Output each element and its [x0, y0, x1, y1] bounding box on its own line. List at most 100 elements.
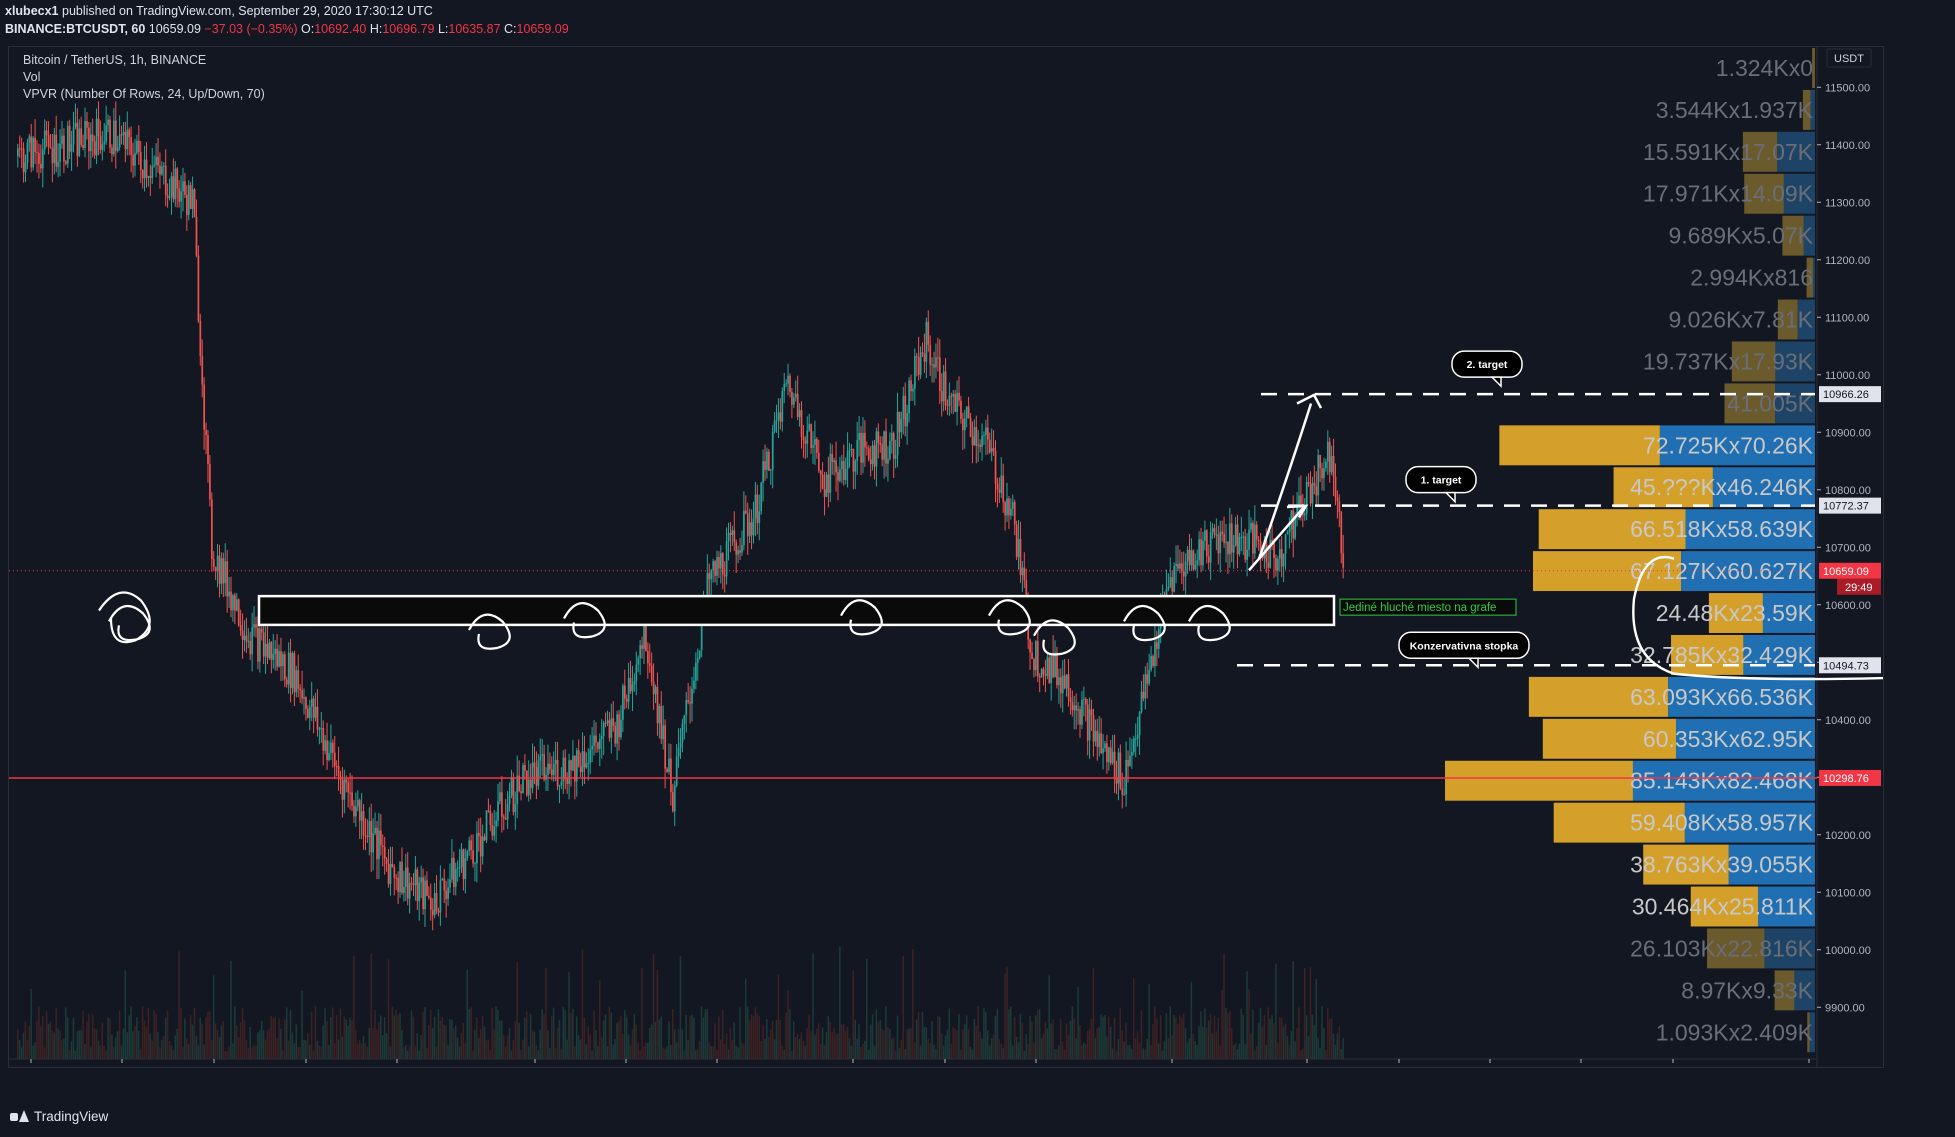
volume-bar: [487, 1039, 490, 1059]
volume-bar: [1267, 1007, 1269, 1059]
volume-bar: [514, 1021, 516, 1059]
volume-bar: [839, 946, 841, 1059]
candle-body: [860, 432, 862, 463]
volume-bar: [399, 1012, 401, 1059]
volume-bar: [24, 1021, 27, 1059]
footer: TradingView: [0, 1097, 1955, 1137]
volume-bar: [355, 1029, 357, 1059]
vp-row-label: 32.785Kx32.429K: [1630, 642, 1814, 668]
price-marker[interactable]: [1819, 497, 1881, 514]
candle-body: [539, 755, 542, 761]
volume-bar: [1296, 1028, 1298, 1059]
price-chart[interactable]: 1.324Kx03.544Kx1.937K15.591Kx17.07K17.97…: [9, 47, 1883, 1067]
tradingview-brand[interactable]: TradingView: [10, 1109, 108, 1124]
volume-bar: [1036, 1010, 1039, 1059]
candle-body: [1067, 674, 1070, 698]
candle-body: [869, 459, 872, 465]
volume-bar: [1060, 1019, 1062, 1059]
volume-bar: [499, 1020, 501, 1059]
candle-body: [1217, 534, 1220, 554]
candle-body: [821, 474, 824, 490]
volume-bar: [180, 1008, 182, 1059]
candle-body: [804, 440, 807, 444]
candle-body: [1323, 468, 1325, 479]
volume-bar: [358, 1040, 361, 1059]
volume-bar: [113, 1047, 115, 1059]
candle-body: [408, 882, 411, 899]
volume-bar: [729, 1027, 732, 1059]
candle-body: [987, 427, 989, 440]
legend-title[interactable]: Bitcoin / TetherUS, 1h, BINANCE: [23, 53, 207, 67]
candle-body: [981, 435, 983, 447]
candle-body: [844, 468, 847, 480]
candle-body: [983, 434, 985, 436]
volume-bar: [424, 1007, 426, 1059]
y-tick-label: 10200.00: [1825, 830, 1871, 842]
projection-arrows: [1248, 393, 1323, 572]
volume-bar: [512, 1039, 515, 1059]
legend-vpvr[interactable]: VPVR (Number Of Rows, 24, Up/Down, 70): [23, 87, 265, 101]
candle-body: [512, 776, 515, 813]
price-marker[interactable]: [1819, 386, 1881, 403]
volume-bar: [1217, 1017, 1220, 1059]
volume-bar: [575, 1016, 578, 1059]
candle-body: [207, 435, 209, 464]
volume-bar: [17, 1028, 19, 1059]
candle-body: [283, 654, 286, 680]
callout-stop[interactable]: Konzervativna stopka: [1398, 631, 1530, 670]
volume-bar: [973, 1018, 976, 1059]
volume-bar: [1092, 968, 1095, 1059]
candle-body: [1017, 539, 1020, 557]
time-axis[interactable]: [9, 1059, 1817, 1067]
candle-body: [174, 168, 177, 200]
volume-bar: [322, 1025, 324, 1059]
currency-box[interactable]: [1826, 48, 1872, 68]
candle-body: [82, 144, 85, 149]
candle-body: [1300, 495, 1302, 504]
callout-target-1[interactable]: 1. target: [1405, 465, 1477, 504]
author-name[interactable]: xlubecx1: [5, 4, 59, 18]
candle-body: [963, 418, 966, 431]
legend-volume[interactable]: Vol: [23, 70, 41, 84]
volume-bar: [652, 953, 655, 1059]
volume-bar: [898, 1048, 901, 1059]
price-marker[interactable]: [1819, 562, 1881, 579]
volume-bar: [1332, 1033, 1335, 1059]
volume-bar: [422, 1011, 424, 1059]
candle-body: [222, 558, 225, 584]
volume-bar: [547, 1030, 549, 1059]
volume-bar: [616, 1022, 618, 1059]
candle-body: [716, 556, 718, 576]
candle-body: [439, 880, 442, 913]
volume-bar: [846, 1027, 849, 1059]
support-zone[interactable]: [257, 594, 1336, 627]
price-marker[interactable]: [1819, 657, 1881, 674]
vp-down-bar: [1775, 341, 1815, 382]
volume-bar: [506, 1035, 509, 1059]
vp-row-label: 17.971Kx14.09K: [1643, 181, 1814, 207]
volume-bar: [787, 990, 789, 1059]
volume-bar: [161, 1039, 163, 1059]
callout-target-2[interactable]: 2. target: [1451, 350, 1523, 388]
candle-body: [744, 510, 747, 514]
candle-body: [1154, 642, 1156, 666]
candle-body: [449, 879, 451, 888]
volume-bar: [623, 1010, 626, 1059]
price-axis[interactable]: [1817, 47, 1883, 1067]
volume-bar: [189, 1015, 192, 1059]
candle-body: [1140, 691, 1143, 712]
candle-body: [658, 705, 661, 724]
candle-body: [497, 801, 499, 821]
candle-body: [474, 863, 476, 865]
arrow-to-target-1: [1248, 506, 1305, 572]
price-marker[interactable]: [1819, 769, 1881, 786]
volume-bar: [139, 1048, 142, 1059]
candle-body: [673, 785, 676, 812]
volume-bar: [664, 1048, 666, 1059]
chart-pane[interactable]: 1.324Kx0 3.544Kx1.937K 15.591Kx17.07K 17.97…: [8, 46, 1884, 1068]
volume-bar: [203, 1044, 205, 1059]
candle-body: [787, 375, 789, 384]
volume-bar: [556, 1028, 559, 1059]
candle-body: [789, 375, 791, 392]
volume-bar: [900, 1039, 903, 1059]
